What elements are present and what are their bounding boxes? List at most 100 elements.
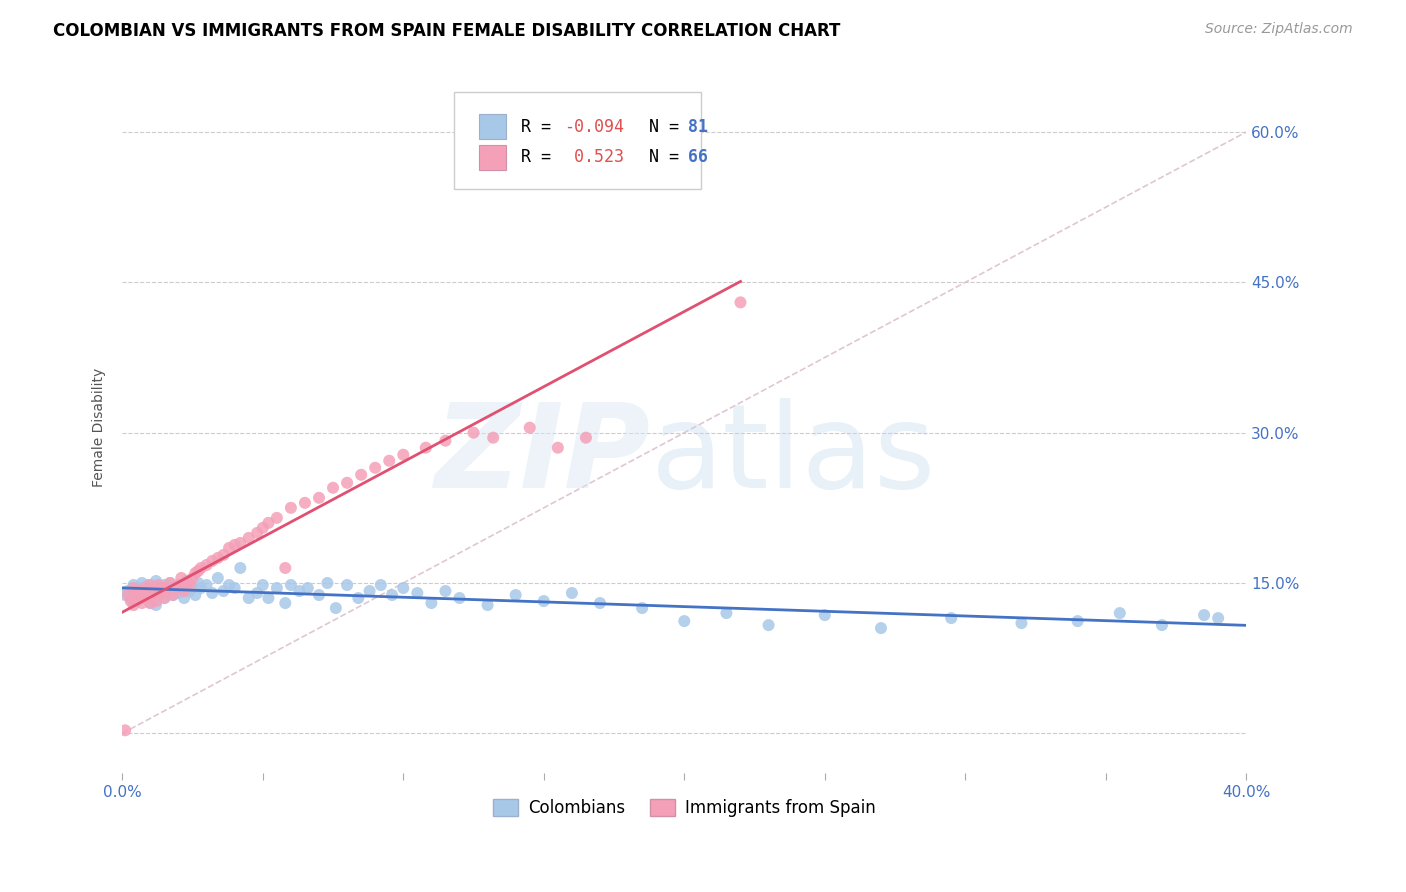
Point <box>1192 608 1215 623</box>
Point <box>449 591 471 605</box>
Text: 66: 66 <box>688 147 707 166</box>
Point <box>173 591 195 605</box>
FancyBboxPatch shape <box>454 92 702 189</box>
Point <box>162 588 184 602</box>
Point <box>280 578 302 592</box>
Point <box>212 548 235 562</box>
Point <box>359 584 381 599</box>
Point <box>153 578 176 592</box>
Point <box>170 578 193 592</box>
Point <box>381 588 404 602</box>
Point <box>134 591 156 605</box>
Point <box>218 578 240 592</box>
Point <box>218 541 240 555</box>
Point <box>316 576 339 591</box>
Point <box>370 578 392 592</box>
Point <box>120 594 142 608</box>
Point <box>148 581 170 595</box>
Point <box>207 551 229 566</box>
Point <box>631 601 654 615</box>
Point <box>246 525 269 540</box>
Point <box>673 614 696 628</box>
Point <box>252 578 274 592</box>
Point <box>758 618 780 632</box>
Point <box>195 558 218 572</box>
Text: R =: R = <box>522 147 571 166</box>
Point <box>589 596 612 610</box>
Point <box>187 576 209 591</box>
Point <box>280 500 302 515</box>
Point <box>561 586 583 600</box>
Point <box>131 588 153 602</box>
Point <box>165 581 187 595</box>
Text: N =: N = <box>630 147 689 166</box>
Point <box>336 475 359 490</box>
Point <box>159 576 181 591</box>
Point <box>165 581 187 595</box>
Point <box>336 578 359 592</box>
Point <box>350 467 373 482</box>
Point <box>125 594 148 608</box>
Point <box>288 584 311 599</box>
Text: R =: R = <box>522 118 561 136</box>
Point <box>134 591 156 605</box>
Point <box>406 586 429 600</box>
Text: Source: ZipAtlas.com: Source: ZipAtlas.com <box>1205 22 1353 37</box>
Point <box>1206 611 1229 625</box>
Point <box>150 586 173 600</box>
Point <box>1150 618 1173 632</box>
Point <box>184 588 207 602</box>
Point <box>122 598 145 612</box>
Point <box>308 588 330 602</box>
Point <box>136 584 159 599</box>
Point <box>179 584 201 599</box>
Point <box>229 561 252 575</box>
Point <box>145 574 167 588</box>
Point <box>181 581 204 595</box>
Legend: Colombians, Immigrants from Spain: Colombians, Immigrants from Spain <box>486 792 883 824</box>
Point <box>167 578 190 592</box>
Point <box>125 586 148 600</box>
Point <box>122 578 145 592</box>
Point <box>162 588 184 602</box>
Point <box>1066 614 1088 628</box>
Point <box>139 596 162 610</box>
Point <box>224 581 246 595</box>
Point <box>392 581 415 595</box>
Point <box>173 584 195 599</box>
Point <box>297 581 319 595</box>
Point <box>308 491 330 505</box>
Point <box>167 586 190 600</box>
Point <box>159 576 181 591</box>
Text: atlas: atlas <box>651 398 936 513</box>
Point <box>533 594 555 608</box>
Point <box>364 460 387 475</box>
Point <box>128 581 150 595</box>
Point <box>392 448 415 462</box>
Point <box>212 584 235 599</box>
Point <box>156 584 179 599</box>
Point <box>252 521 274 535</box>
Point <box>134 584 156 599</box>
Point <box>142 588 165 602</box>
Point <box>139 596 162 610</box>
Point <box>187 564 209 578</box>
Point <box>547 441 569 455</box>
Point <box>190 561 212 575</box>
Point <box>505 588 527 602</box>
Point <box>322 481 344 495</box>
Point <box>195 578 218 592</box>
Point <box>136 578 159 592</box>
Point <box>122 581 145 595</box>
Point <box>347 591 370 605</box>
Point <box>482 431 505 445</box>
Point <box>617 175 640 189</box>
Point <box>941 611 963 625</box>
Point <box>131 588 153 602</box>
Point <box>266 581 288 595</box>
Point <box>114 723 136 738</box>
Point <box>181 571 204 585</box>
Point <box>139 578 162 592</box>
Point <box>294 496 316 510</box>
Point <box>229 536 252 550</box>
